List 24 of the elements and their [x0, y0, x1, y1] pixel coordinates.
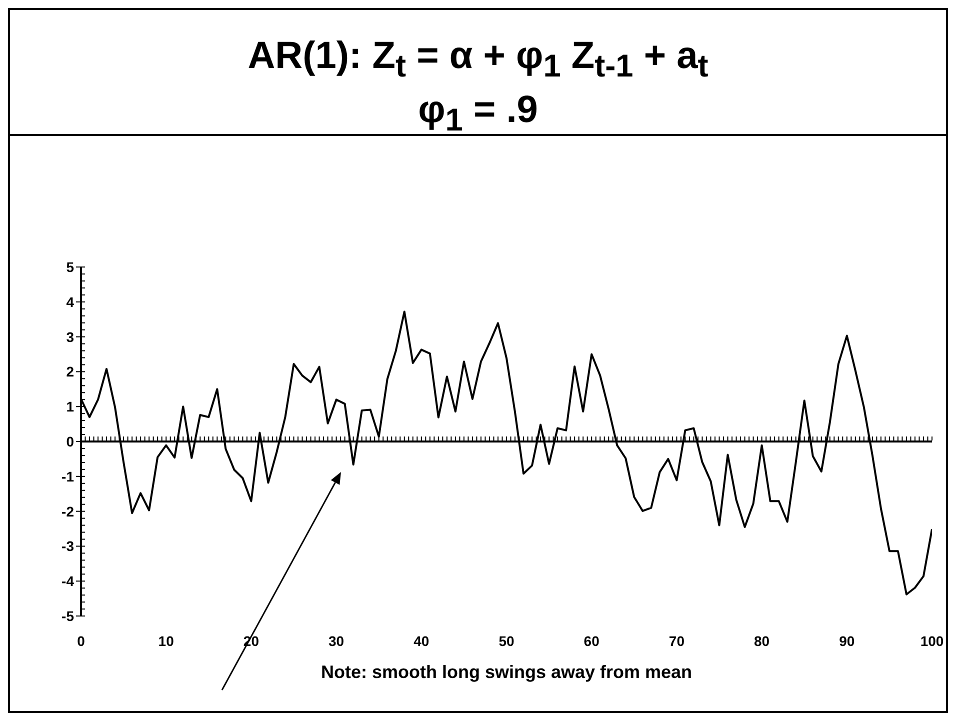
y-tick-label: 4 — [66, 294, 74, 310]
x-tick-label: 40 — [414, 632, 430, 649]
x-tick-label: 100 — [920, 632, 944, 649]
y-tick-label: 0 — [66, 433, 74, 450]
y-tick-label: -5 — [62, 608, 74, 624]
x-tick-label: 70 — [668, 632, 685, 649]
y-tick-label: 1 — [66, 398, 74, 415]
x-tick-label: 80 — [754, 632, 770, 649]
text: Note: smooth long swings away from mean — [320, 662, 692, 682]
y-tick-label: 5 — [66, 258, 74, 275]
x-tick-label: 60 — [584, 632, 600, 649]
x-tick-label: 30 — [328, 632, 344, 649]
y-tick-label: -2 — [62, 503, 74, 520]
chart-title: AR(1): Z$_{t}$ = α + φ$_{1}$ Z$_{t-1}$ + a$_{t}$ — [246, 34, 710, 86]
y-tick-label: -3 — [62, 538, 74, 554]
y-tick-label: 3 — [66, 328, 74, 345]
y-tick-label: 2 — [66, 364, 74, 380]
y-tick-label: -4 — [62, 573, 74, 590]
x-tick-label: 90 — [839, 632, 855, 649]
x-tick-label: 50 — [498, 632, 514, 649]
y-tick-label: -1 — [62, 468, 74, 484]
x-tick-label: 0 — [77, 632, 86, 649]
chart-subtitle: φ$_{1}$ = .9 — [417, 88, 539, 140]
x-tick-label: 10 — [158, 632, 174, 649]
